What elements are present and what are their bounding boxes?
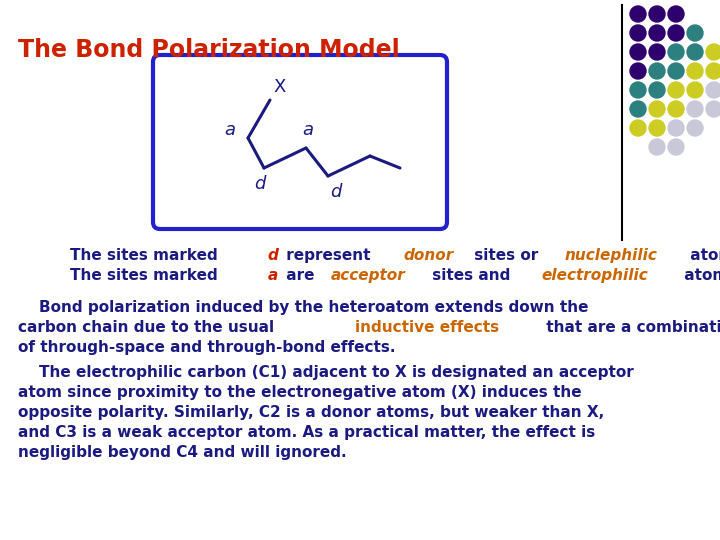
Text: sites and: sites and [427, 268, 516, 283]
Circle shape [687, 82, 703, 98]
Text: a: a [302, 121, 313, 139]
Circle shape [630, 101, 646, 117]
Circle shape [668, 120, 684, 136]
Circle shape [687, 120, 703, 136]
Circle shape [630, 6, 646, 22]
Text: The sites marked: The sites marked [70, 248, 223, 263]
Circle shape [649, 44, 665, 60]
Text: inductive effects: inductive effects [355, 320, 500, 335]
Circle shape [668, 82, 684, 98]
Circle shape [630, 63, 646, 79]
Circle shape [630, 25, 646, 41]
Text: atom since proximity to the electronegative atom (X) induces the: atom since proximity to the electronegat… [18, 385, 582, 400]
Circle shape [649, 6, 665, 22]
Text: a: a [267, 268, 278, 283]
Circle shape [706, 63, 720, 79]
Circle shape [687, 63, 703, 79]
Circle shape [706, 101, 720, 117]
Circle shape [687, 25, 703, 41]
Circle shape [668, 6, 684, 22]
Text: d: d [254, 175, 266, 193]
Circle shape [649, 101, 665, 117]
Text: Bond polarization induced by the heteroatom extends down the: Bond polarization induced by the heteroa… [18, 300, 588, 315]
Text: d: d [330, 183, 342, 201]
Circle shape [668, 44, 684, 60]
Text: and C3 is a weak acceptor atom. As a practical matter, the effect is: and C3 is a weak acceptor atom. As a pra… [18, 425, 595, 440]
FancyBboxPatch shape [153, 55, 447, 229]
Text: represent: represent [282, 248, 377, 263]
Text: that are a combination: that are a combination [541, 320, 720, 335]
Text: d: d [267, 248, 279, 263]
Text: X: X [273, 78, 285, 96]
Text: atoms: atoms [679, 268, 720, 283]
Circle shape [668, 101, 684, 117]
Circle shape [649, 139, 665, 155]
Text: The electrophilic carbon (C1) adjacent to X is designated an acceptor: The electrophilic carbon (C1) adjacent t… [18, 365, 634, 380]
Text: of through-space and through-bond effects.: of through-space and through-bond effect… [18, 340, 395, 355]
Circle shape [649, 25, 665, 41]
Text: The Bond Polarization Model: The Bond Polarization Model [18, 38, 400, 62]
Circle shape [687, 101, 703, 117]
Circle shape [649, 63, 665, 79]
Text: are: are [281, 268, 320, 283]
Circle shape [649, 120, 665, 136]
Circle shape [668, 25, 684, 41]
Text: negligible beyond C4 and will ignored.: negligible beyond C4 and will ignored. [18, 445, 346, 460]
Text: The sites marked: The sites marked [70, 268, 223, 283]
Circle shape [630, 44, 646, 60]
Circle shape [668, 63, 684, 79]
Circle shape [649, 82, 665, 98]
Text: electrophilic: electrophilic [541, 268, 648, 283]
Text: nuclephilic: nuclephilic [564, 248, 657, 263]
Circle shape [630, 82, 646, 98]
Circle shape [706, 44, 720, 60]
Circle shape [706, 82, 720, 98]
Circle shape [668, 139, 684, 155]
Text: donor: donor [404, 248, 454, 263]
Circle shape [687, 44, 703, 60]
Text: carbon chain due to the usual: carbon chain due to the usual [18, 320, 279, 335]
Circle shape [630, 120, 646, 136]
Text: acceptor: acceptor [330, 268, 405, 283]
Text: atoms: atoms [685, 248, 720, 263]
Text: a: a [225, 121, 235, 139]
Text: opposite polarity. Similarly, C2 is a donor atoms, but weaker than X,: opposite polarity. Similarly, C2 is a do… [18, 405, 604, 420]
Text: sites or: sites or [469, 248, 543, 263]
